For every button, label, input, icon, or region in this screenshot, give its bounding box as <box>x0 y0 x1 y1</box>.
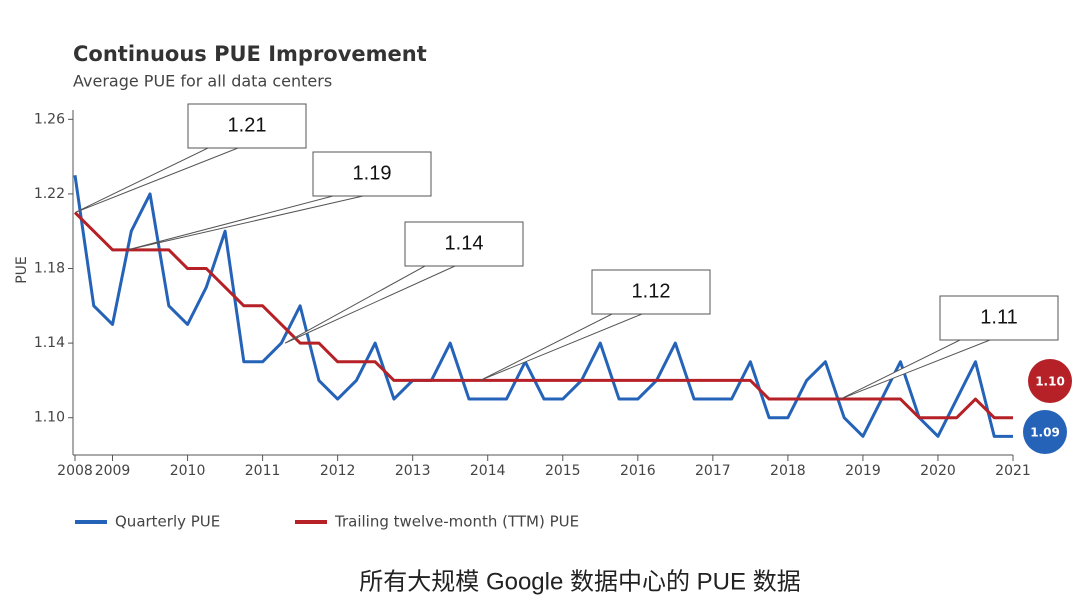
callout-text: 1.11 <box>980 306 1017 328</box>
callout-text: 1.21 <box>228 114 267 136</box>
y-tick-label: 1.22 <box>34 186 65 202</box>
x-tick-label: 2011 <box>245 463 281 479</box>
x-tick-label: 2008 <box>57 463 93 479</box>
x-tick-label: 2017 <box>695 463 731 479</box>
caption: 所有大规模 Google 数据中心的 PUE 数据 <box>359 568 800 595</box>
legend-label: Quarterly PUE <box>115 513 220 531</box>
chart-subtitle: Average PUE for all data centers <box>73 72 332 91</box>
callout-text: 1.14 <box>445 232 484 254</box>
callout-box <box>939 295 1059 341</box>
callout-box <box>591 269 711 315</box>
x-tick-label: 2015 <box>545 463 581 479</box>
callout-text: 1.19 <box>353 162 392 184</box>
end-label-badge <box>1023 410 1067 454</box>
x-tick-label: 2014 <box>470 463 506 479</box>
callout-box <box>187 103 307 149</box>
x-tick-label: 2018 <box>770 463 806 479</box>
x-tick-label: 2009 <box>95 463 131 479</box>
end-label: 1.10 <box>1035 375 1065 389</box>
callout-box <box>404 221 524 267</box>
x-tick-label: 2010 <box>170 463 206 479</box>
chart-title: Continuous PUE Improvement <box>73 42 427 66</box>
legend-label: Trailing twelve-month (TTM) PUE <box>334 513 579 531</box>
x-tick-label: 2016 <box>620 463 656 479</box>
x-tick-label: 2012 <box>320 463 356 479</box>
series-line <box>73 175 1013 438</box>
callout-text: 1.12 <box>632 280 671 302</box>
x-tick-label: 2013 <box>395 463 431 479</box>
series-line <box>73 211 1013 420</box>
end-label: 1.09 <box>1030 426 1060 440</box>
end-label-badge <box>1028 359 1072 403</box>
x-tick-label: 2021 <box>995 463 1031 479</box>
y-axis-label: PUE <box>14 256 30 284</box>
y-tick-label: 1.10 <box>34 410 65 426</box>
y-tick-label: 1.18 <box>34 261 65 277</box>
y-tick-label: 1.14 <box>34 335 65 351</box>
y-tick-label: 1.26 <box>34 111 65 127</box>
callout-box <box>312 151 432 197</box>
x-tick-label: 2019 <box>845 463 881 479</box>
x-tick-label: 2020 <box>920 463 956 479</box>
